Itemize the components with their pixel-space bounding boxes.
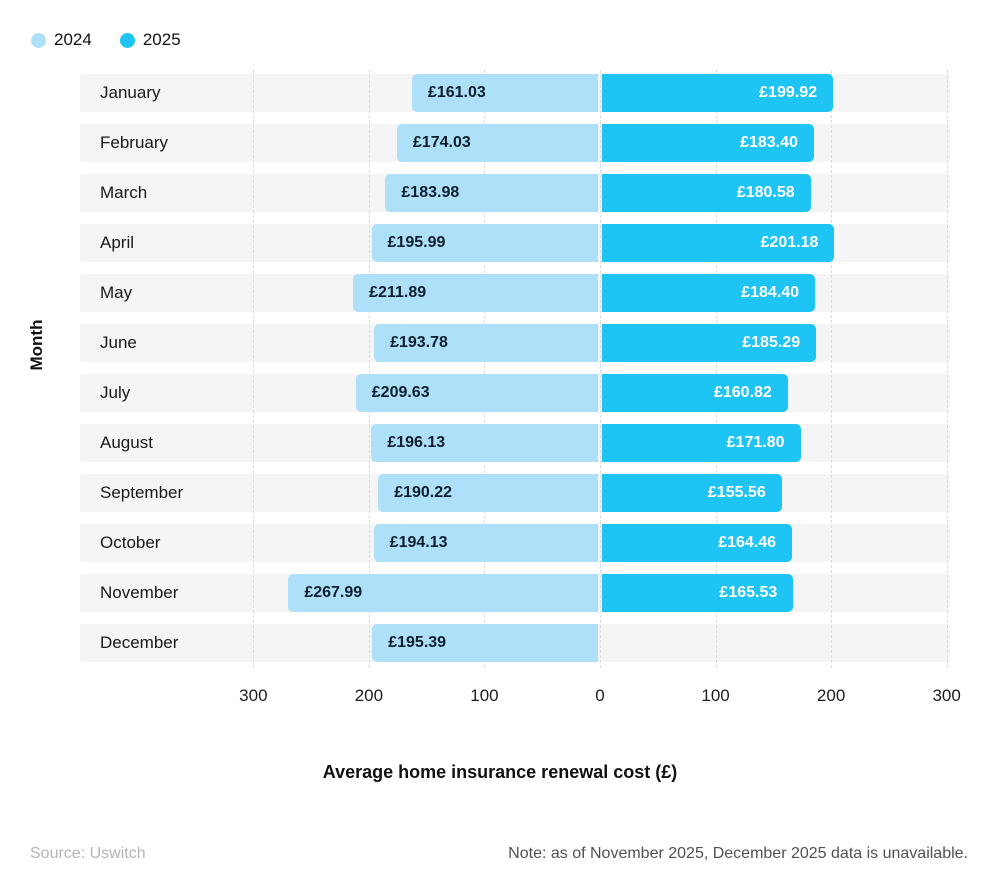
x-tick-label: 300 (239, 686, 268, 705)
bar-2024-september: £190.22 (378, 474, 598, 512)
bar-value-label: £267.99 (304, 584, 363, 601)
category-label: August (100, 433, 153, 452)
bar-value-label: £184.40 (741, 284, 800, 301)
bar-value-label: £194.13 (389, 534, 448, 551)
category-label: March (100, 183, 148, 202)
bar-2024-july: £209.63 (355, 374, 598, 412)
bar-value-label: £201.18 (760, 234, 819, 251)
x-axis-ticks: 300 200 100 0 100 200 300 (80, 686, 961, 706)
bar-2024-january: £161.03 (411, 74, 598, 112)
chart-row-april: April £195.99 £201.18 (80, 224, 950, 262)
bar-2024-may: £211.89 (353, 274, 598, 312)
legend-item-2024: 2024 (31, 30, 92, 50)
chart-row-july: July £209.63 £160.82 (80, 374, 950, 412)
bar-value-label: £193.78 (390, 334, 448, 351)
legend-label-2025: 2025 (142, 30, 181, 49)
x-tick-label: 100 (701, 686, 730, 705)
bar-2025-october: £164.46 (602, 524, 793, 562)
legend-dot-2025-icon (119, 32, 135, 48)
bar-2024-october: £194.13 (373, 524, 598, 562)
chart-row-january: January £161.03 £199.92 (80, 74, 950, 112)
bar-value-label: £171.80 (726, 434, 785, 451)
bar-value-label: £190.22 (394, 484, 453, 501)
category-label: February (100, 133, 169, 152)
x-tick-label: 200 (816, 686, 846, 705)
bar-value-label: £161.03 (427, 84, 486, 101)
bar-2025-june: £185.29 (602, 324, 817, 362)
bar-2024-november: £267.99 (288, 574, 598, 612)
bar-2024-april: £195.99 (371, 224, 598, 262)
category-label: September (100, 483, 184, 502)
chart-row-february: February £174.03 £183.40 (80, 124, 950, 162)
category-label: June (100, 333, 137, 352)
bar-value-label: £185.29 (742, 334, 801, 351)
bar-value-label: £211.89 (369, 284, 427, 301)
chart-rows: January £161.03 £199.92 February £174.03 £183… (80, 74, 950, 674)
bar-2025-april: £201.18 (602, 224, 835, 262)
bar-2024-august: £196.13 (371, 424, 598, 462)
bar-value-label: £155.56 (707, 484, 766, 501)
bar-2025-november: £165.53 (602, 574, 794, 612)
legend: 2024 2025 (31, 30, 181, 50)
bar-value-label: £174.03 (412, 134, 471, 151)
chart-row-december: December £195.39 (80, 624, 950, 662)
x-axis-title: Average home insurance renewal cost (£) (322, 762, 678, 782)
y-axis-title: Month (27, 319, 46, 371)
chart-row-march: March £183.98 £180.58 (80, 174, 950, 212)
bar-2025-may: £184.40 (602, 274, 816, 312)
legend-item-2025: 2025 (119, 30, 181, 50)
x-tick-label: 300 (932, 686, 961, 705)
bar-2025-july: £160.82 (602, 374, 788, 412)
bar-2025-february: £183.40 (602, 124, 814, 162)
x-tick-label: 0 (595, 686, 605, 705)
category-label: July (100, 383, 131, 402)
category-label: December (100, 633, 179, 652)
bar-2024-february: £174.03 (396, 124, 598, 162)
category-label: May (100, 283, 133, 302)
bar-value-label: £164.46 (718, 534, 777, 551)
bar-2025-january: £199.92 (602, 74, 833, 112)
chart-row-may: May £211.89 £184.40 (80, 274, 950, 312)
bar-2024-march: £183.98 (385, 174, 598, 212)
bar-value-label: £195.39 (388, 634, 447, 651)
category-label: January (100, 83, 161, 102)
bar-2025-august: £171.80 (602, 424, 801, 462)
bar-value-label: £209.63 (371, 384, 430, 401)
source-attribution: Source: Uswitch (30, 845, 146, 862)
bar-value-label: £199.92 (759, 84, 817, 101)
bar-value-label: £165.53 (719, 584, 778, 601)
bar-value-label: £196.13 (387, 434, 446, 451)
x-tick-label: 200 (354, 686, 384, 705)
footnote: Note: as of November 2025, December 2025… (508, 845, 968, 862)
chart-row-october: October £194.13 £164.46 (80, 524, 950, 562)
chart-row-september: September £190.22 £155.56 (80, 474, 950, 512)
bar-value-label: £160.82 (713, 384, 772, 401)
chart-row-august: August £196.13 £171.80 (80, 424, 950, 462)
legend-label-2024: 2024 (54, 30, 92, 49)
bar-value-label: £183.98 (401, 184, 460, 201)
category-label: April (100, 233, 135, 252)
bar-2025-march: £180.58 (602, 174, 811, 212)
chart-row-june: June £193.78 £185.29 (80, 324, 950, 362)
bar-value-label: £183.40 (740, 134, 798, 151)
category-label: October (100, 533, 161, 552)
x-tick-label: 100 (470, 686, 499, 705)
category-label: November (100, 583, 179, 602)
bar-value-label: £180.58 (736, 184, 795, 201)
bar-2024-june: £193.78 (374, 324, 598, 362)
bar-2025-september: £155.56 (602, 474, 782, 512)
chart-row-november: November £267.99 £165.53 (80, 574, 950, 612)
legend-dot-2024-icon (31, 32, 46, 48)
bar-2024-december: £195.39 (372, 624, 598, 662)
bar-value-label: £195.99 (387, 234, 446, 251)
